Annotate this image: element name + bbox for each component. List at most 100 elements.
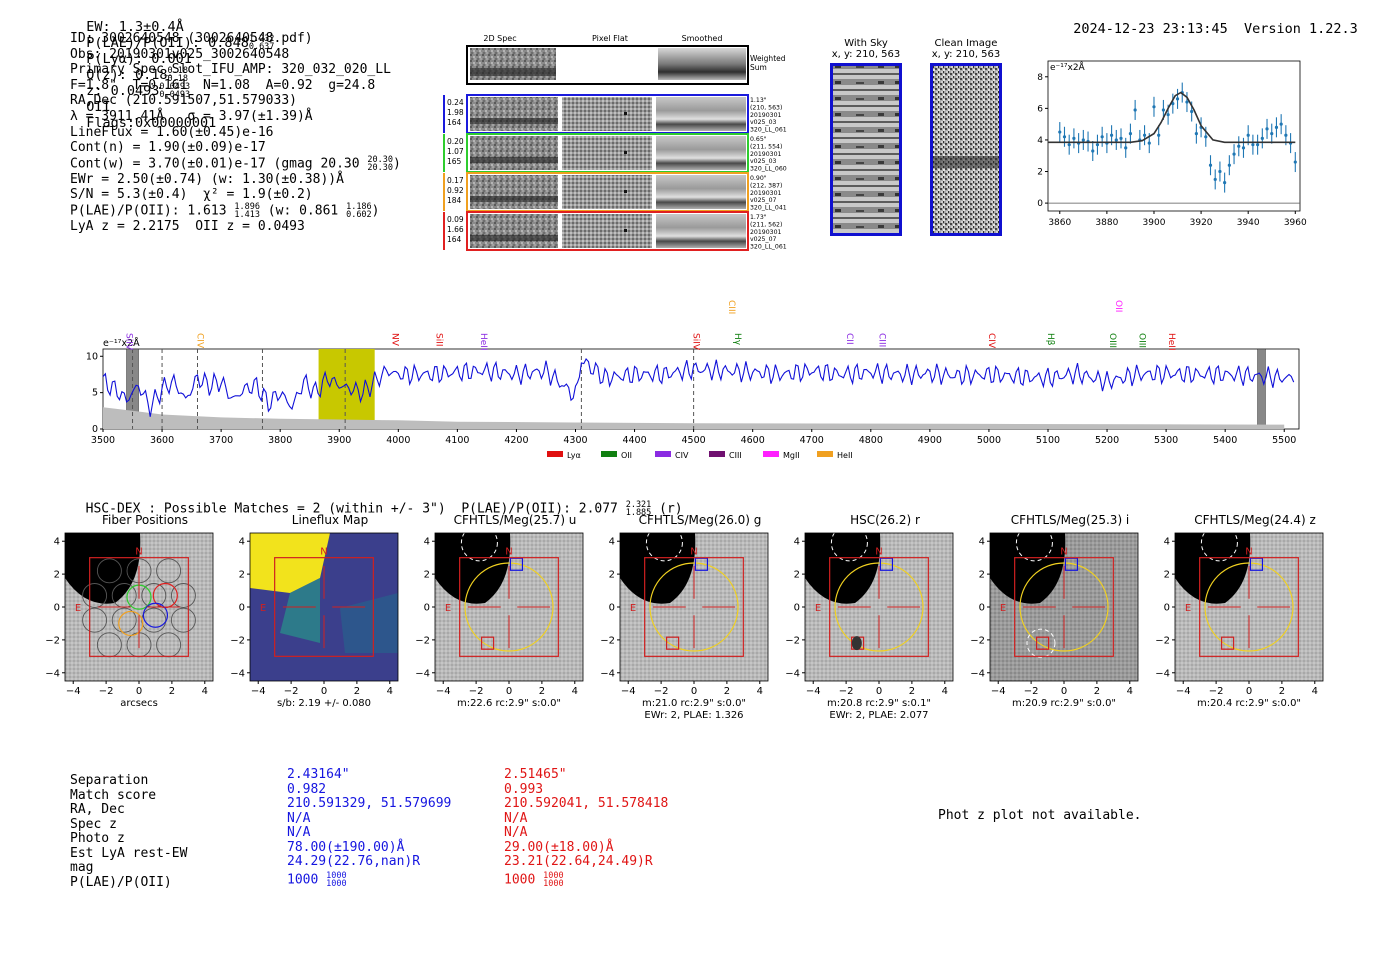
- spectrum-xtick-label: 4100: [445, 435, 469, 446]
- zoom-data-point: [1270, 132, 1274, 136]
- cutout-xtick-label: 0: [506, 686, 512, 697]
- spec2d-cutout: [470, 97, 558, 131]
- spectrum-xtick-label: 4800: [859, 435, 883, 446]
- zoom-data-point: [1067, 143, 1071, 147]
- legend-label: HeII: [837, 451, 853, 460]
- info-lya: LyA z = 2.2175 OII z = 0.0493: [70, 219, 305, 235]
- fiber-circle: [82, 583, 108, 608]
- cutout-xtick-label: 4: [1127, 686, 1133, 697]
- pixel-flat-spot: [624, 190, 627, 193]
- match-blue-value: 0.982: [287, 781, 327, 797]
- match-blue-value: 210.591329, 51.579699: [287, 796, 452, 811]
- cutout-ytick-label: −4: [600, 668, 615, 679]
- spec2d-cutout: [470, 175, 558, 209]
- cutout-image-panel: N E −4 −2 0 2 4 4 2 0 −2 −4 m:22.6 rc:2.9" s:0.0": [415, 528, 584, 709]
- spectrum-flux-line: [102, 358, 1295, 417]
- cutout-title: CFHTLS/Meg(26.0) g: [638, 513, 762, 527]
- spectrum-xtick-label: 5400: [1213, 435, 1237, 446]
- spec2d-row-stat: 1.66: [447, 225, 464, 234]
- zoom-data-point: [1190, 109, 1194, 114]
- spectrum-xtick-label: 5300: [1154, 435, 1178, 446]
- cutout-xtick-label: 4: [942, 686, 948, 697]
- spec2d-col-flat: Pixel Flat: [592, 34, 628, 43]
- spec2d-row-info: 320_LL_060: [750, 166, 787, 173]
- spectrum-xtick-label: 5000: [977, 435, 1001, 446]
- cutout-ytick-label: 2: [239, 570, 245, 581]
- spec2d-row-stat: 1.07: [447, 147, 464, 156]
- cutout-caption: m:20.4 rc:2.9" s:0.0": [1197, 698, 1301, 709]
- spec2d-trace: [470, 196, 558, 202]
- spectrum-ylabel: e⁻¹⁷x2Å: [103, 337, 140, 349]
- pixel-flat-spot: [624, 151, 627, 154]
- north-label: N: [505, 546, 512, 557]
- spectrum-xtick-label: 3700: [209, 435, 233, 446]
- cutout-ytick-label: −4: [785, 668, 800, 679]
- zoom-data-point: [1058, 130, 1062, 134]
- spec2d-row-info: v025_03: [750, 119, 777, 126]
- with-sky-title: With Sky x, y: 210, 563: [831, 38, 901, 60]
- spectrum-line-label: Hβ: [1045, 333, 1055, 346]
- spectrum-line-label: SiIV: [691, 333, 701, 351]
- north-label: N: [690, 546, 697, 557]
- pixel-flat-cutout: [562, 175, 652, 209]
- cutout-ytick-label: 2: [609, 570, 615, 581]
- spectrum-xtick-label: 4700: [800, 435, 824, 446]
- legend-label: Lyα: [567, 451, 581, 460]
- search-box: [1014, 557, 1114, 657]
- zoom-data-point: [1100, 135, 1104, 139]
- north-label: N: [875, 546, 882, 557]
- match-red-value: 0.993: [504, 781, 544, 797]
- cutout-ytick-label: −4: [45, 668, 60, 679]
- spec2d-row-marker: [443, 173, 445, 211]
- bright-source: [65, 533, 141, 604]
- east-label: E: [1185, 603, 1191, 614]
- match-label: P(LAE)/P(OII): [70, 874, 172, 890]
- spec2d-row-info: 0.65": [750, 136, 767, 143]
- detection-info: ID: 3002640548 (3002640548.pdf) Obs: 201…: [70, 31, 401, 235]
- cutout-ytick-label: −4: [1155, 668, 1170, 679]
- cutout-ytick-label: 4: [54, 537, 60, 548]
- info-obs: Obs: 20190301v025_3002640548: [70, 46, 290, 62]
- zoom-ytick-label: 2: [1037, 168, 1043, 178]
- spec2d-row-stat: 0.09: [447, 215, 464, 224]
- cutout-caption: m:21.0 rc:2.9" s:0.0": [642, 698, 746, 709]
- pixel-flat-spot: [624, 112, 627, 115]
- cutout-xtick-label: −4: [1176, 686, 1191, 697]
- timestamp-block: 2024-12-23 23:13:45 Version 1.22.3: [1057, 5, 1358, 37]
- spectrum-line-label: SiIV: [124, 333, 134, 351]
- match-red-value: 210.592041, 51.578418: [504, 796, 669, 811]
- plya-value: P(Lyα): 0.001: [86, 51, 192, 67]
- cutout-ytick-label: 4: [1164, 537, 1170, 548]
- zoom-data-point: [1246, 133, 1250, 137]
- zoom-data-point: [1072, 136, 1076, 140]
- cutout-xtick-label: 4: [202, 686, 208, 697]
- plae-value: P(LAE)/P(OII): 0.848: [86, 35, 249, 51]
- cutout-xtick-label: 2: [1279, 686, 1285, 697]
- aperture-circle: [834, 562, 924, 652]
- cutout-ytick-label: 4: [239, 537, 245, 548]
- zoom-data-point: [1091, 149, 1095, 153]
- aperture-circle: [1019, 562, 1109, 652]
- cutout-xtick-label: 2: [354, 686, 360, 697]
- zoom-data-point: [1081, 138, 1085, 142]
- cutout-image-panel: N E −4 −2 0 2 4 4 2 0 −2 −4 s/b: 2.19 +/- 0.080: [230, 532, 399, 709]
- spectrum-xtick-label: 4000: [386, 435, 410, 446]
- spec2d-row-info: (211, 554): [750, 143, 782, 150]
- spectrum-xtick-label: 5500: [1272, 435, 1296, 446]
- match-red-value: 23.21(22.64,24.49)R: [504, 854, 653, 869]
- zoom-data-point: [1218, 169, 1222, 174]
- match-blue: 2.43164" 0.982 210.591329, 51.579699 N/A N/A…: [287, 767, 452, 887]
- cutout-ytick-label: −2: [415, 635, 430, 646]
- cutout-ytick-label: 2: [979, 570, 985, 581]
- spectrum-line-label: HeII: [1166, 333, 1176, 351]
- match-red-value: N/A: [504, 810, 528, 826]
- east-label: E: [75, 603, 81, 614]
- cutout-xtick-label: 2: [1094, 686, 1100, 697]
- cutout-xtick-label: −2: [839, 686, 854, 697]
- smoothed-cutout: [656, 136, 746, 170]
- spec2d-row-info: (210, 563): [750, 104, 782, 111]
- legend-swatch: [763, 451, 779, 457]
- spectrum-line-label: NV: [389, 333, 399, 347]
- cutout-ytick-label: 0: [979, 603, 985, 614]
- zoom-xtick-label: 3920: [1190, 218, 1213, 228]
